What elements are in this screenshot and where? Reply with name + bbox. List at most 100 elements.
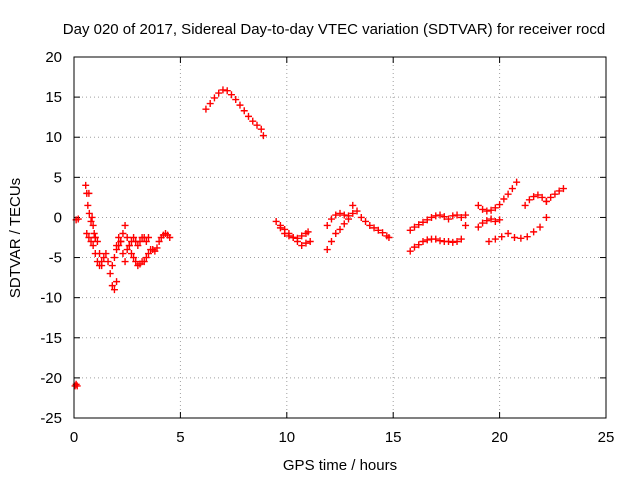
data-point: [127, 250, 135, 258]
data-point: [349, 209, 357, 217]
data-series: [91, 234, 121, 294]
data-point: [130, 254, 138, 262]
data-series: [485, 213, 550, 246]
data-point: [436, 237, 444, 245]
data-point: [236, 101, 244, 109]
y-tick-label: -25: [40, 410, 62, 427]
data-point: [106, 270, 114, 278]
data-point: [123, 246, 131, 254]
data-point: [423, 216, 431, 224]
data-point: [485, 238, 493, 246]
data-point: [332, 211, 340, 219]
data-point: [240, 107, 248, 115]
data-point: [517, 234, 525, 242]
data-point: [113, 278, 121, 286]
data-point: [534, 191, 542, 199]
x-tick-label: 25: [598, 429, 615, 446]
x-tick-label: 0: [70, 429, 78, 446]
data-point: [500, 195, 508, 203]
data-point: [215, 89, 223, 97]
data-point: [525, 196, 533, 204]
data-point: [551, 190, 559, 198]
data-point: [110, 254, 118, 262]
data-point: [87, 217, 95, 225]
data-point: [117, 238, 125, 246]
data-point: [202, 105, 210, 113]
data-point: [349, 201, 357, 209]
data-point: [491, 204, 499, 212]
data-point: [83, 229, 91, 237]
data-point: [96, 250, 104, 258]
data-point: [445, 215, 453, 223]
data-series: [542, 185, 567, 205]
data-point: [140, 258, 148, 266]
data-point: [538, 193, 546, 201]
data-point: [153, 244, 161, 252]
data-point: [530, 228, 538, 236]
data-points: [71, 86, 567, 390]
data-point: [206, 100, 214, 108]
data-point: [119, 250, 127, 258]
data-point: [432, 212, 440, 220]
y-tick-label: 20: [45, 49, 62, 66]
data-point: [374, 226, 382, 234]
data-point: [513, 178, 521, 186]
data-point: [89, 221, 97, 229]
data-point: [504, 190, 512, 198]
data-point: [276, 221, 284, 229]
data-point: [73, 382, 81, 390]
data-point: [121, 258, 129, 266]
data-point: [85, 209, 93, 217]
data-series: [474, 215, 504, 231]
data-point: [302, 239, 310, 247]
data-point: [474, 201, 482, 209]
data-point: [423, 236, 431, 244]
data-point: [457, 235, 465, 243]
data-point: [100, 254, 108, 262]
data-point: [379, 229, 387, 237]
data-point: [144, 250, 152, 258]
data-point: [306, 238, 314, 246]
y-axis-label: SDTVAR / TECUs: [7, 178, 24, 298]
data-point: [457, 213, 465, 221]
data-series: [130, 234, 152, 250]
data-point: [87, 238, 95, 246]
data-point: [479, 219, 487, 227]
data-point: [132, 258, 140, 266]
data-point: [281, 225, 289, 233]
data-point: [410, 223, 418, 231]
plot-frame: [73, 56, 607, 419]
y-tick-label: 0: [54, 209, 62, 226]
data-point: [530, 193, 538, 201]
data-point: [440, 213, 448, 221]
data-point: [521, 201, 529, 209]
data-point: [542, 197, 550, 205]
data-point: [115, 234, 123, 241]
data-series: [202, 86, 267, 140]
data-series: [276, 221, 314, 250]
data-series: [406, 221, 470, 255]
data-point: [419, 238, 427, 246]
data-point: [436, 211, 444, 219]
y-tick-label: -5: [49, 250, 62, 267]
data-point: [498, 233, 506, 241]
chart-title: Day 020 of 2017, Sidereal Day-to-day VTE…: [63, 21, 605, 38]
data-point: [327, 238, 335, 246]
data-point: [110, 286, 118, 294]
data-point: [406, 247, 414, 255]
data-point: [491, 235, 499, 243]
data-point: [102, 250, 110, 258]
data-series: [113, 238, 148, 270]
y-tick-label: 10: [45, 129, 62, 146]
data-point: [336, 209, 344, 217]
data-point: [366, 221, 374, 229]
data-point: [419, 218, 427, 226]
x-tick-label: 15: [385, 429, 402, 446]
data-point: [428, 213, 436, 221]
data-point: [336, 225, 344, 233]
y-tick-label: -10: [40, 290, 62, 307]
data-point: [89, 242, 97, 250]
data-point: [123, 234, 131, 241]
data-series: [323, 209, 353, 229]
data-point: [487, 206, 495, 214]
